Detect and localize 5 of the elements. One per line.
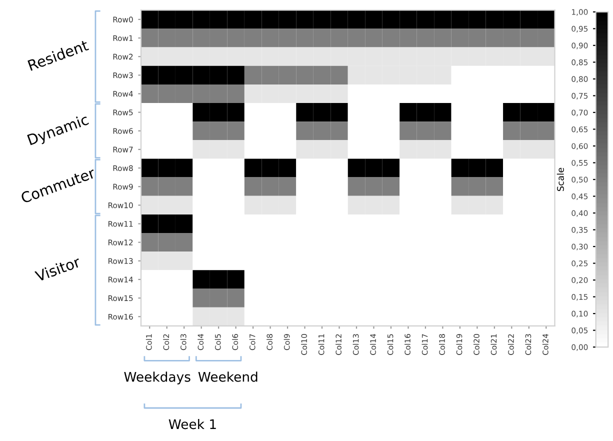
text: Visitor	[34, 256, 82, 282]
text: Weekend	[198, 372, 258, 382]
text: Weekdays	[124, 372, 190, 384]
text: Week 1	[168, 418, 216, 430]
color-bar-title: Scale	[556, 168, 564, 192]
